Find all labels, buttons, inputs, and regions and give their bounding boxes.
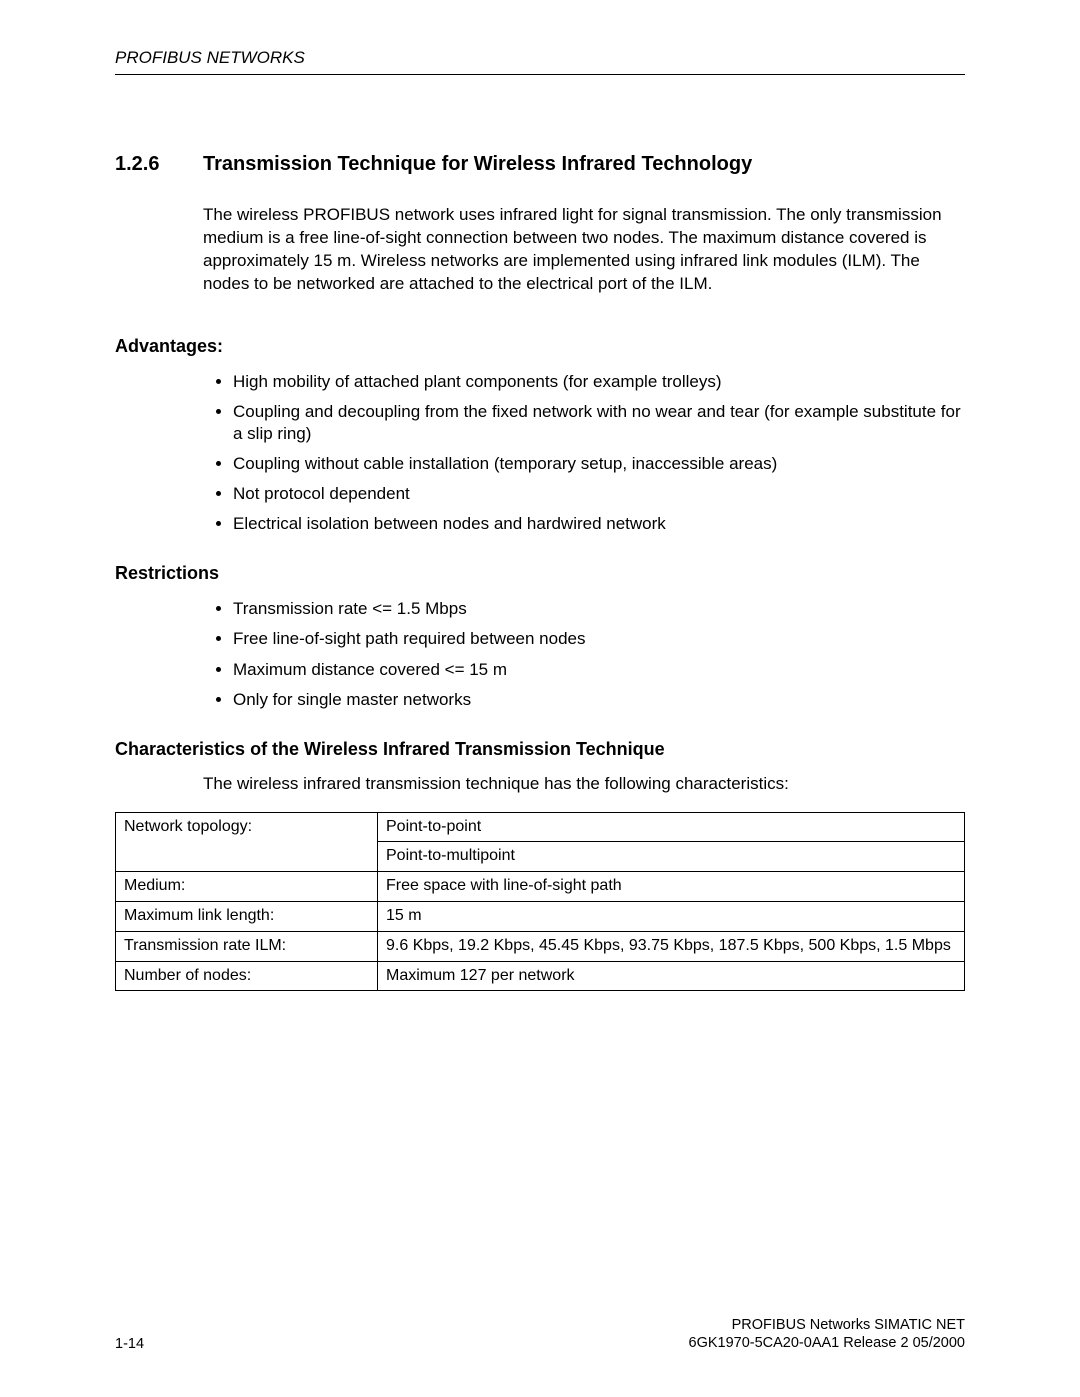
restrictions-list: Transmission rate <= 1.5 Mbps Free line-… — [203, 598, 965, 710]
table-cell-label: Medium: — [116, 872, 378, 902]
section-number: 1.2.6 — [115, 153, 203, 176]
table-cell-value: 9.6 Kbps, 19.2 Kbps, 45.45 Kbps, 93.75 K… — [378, 931, 965, 961]
table-cell-value: Free space with line-of-sight path — [378, 872, 965, 902]
table-cell-label: Maximum link length: — [116, 902, 378, 932]
table-row: Number of nodes: Maximum 127 per network — [116, 961, 965, 991]
section-title: Transmission Technique for Wireless Infr… — [203, 153, 752, 176]
table-cell-value: Maximum 127 per network — [378, 961, 965, 991]
table-cell-value: Point-to-multipoint — [378, 842, 965, 872]
table-cell-value: Point-to-point — [378, 812, 965, 842]
table-cell-value: 15 m — [378, 902, 965, 932]
list-item: Not protocol dependent — [233, 483, 965, 505]
table-row: Medium: Free space with line-of-sight pa… — [116, 872, 965, 902]
list-item: Electrical isolation between nodes and h… — [233, 513, 965, 535]
list-item: High mobility of attached plant componen… — [233, 371, 965, 393]
advantages-list: High mobility of attached plant componen… — [203, 371, 965, 536]
footer-right: PROFIBUS Networks SIMATIC NET 6GK1970-5C… — [689, 1316, 966, 1352]
list-item: Coupling and decoupling from the fixed n… — [233, 401, 965, 445]
characteristics-intro: The wireless infrared transmission techn… — [203, 774, 965, 794]
characteristics-table: Network topology: Point-to-point Point-t… — [115, 812, 965, 992]
characteristics-heading: Characteristics of the Wireless Infrared… — [115, 739, 965, 760]
table-row: Network topology: Point-to-point — [116, 812, 965, 842]
table-cell-label: Transmission rate ILM: — [116, 931, 378, 961]
page-footer: 1-14 PROFIBUS Networks SIMATIC NET 6GK19… — [115, 1316, 965, 1352]
intro-paragraph: The wireless PROFIBUS network uses infra… — [203, 204, 965, 296]
page-number: 1-14 — [115, 1336, 144, 1352]
footer-line1: PROFIBUS Networks SIMATIC NET — [689, 1316, 966, 1334]
list-item: Transmission rate <= 1.5 Mbps — [233, 598, 965, 620]
advantages-heading: Advantages: — [115, 336, 965, 357]
running-header: PROFIBUS NETWORKS — [115, 48, 965, 75]
section-heading-row: 1.2.6 Transmission Technique for Wireles… — [115, 153, 965, 176]
table-cell-label: Number of nodes: — [116, 961, 378, 991]
table-row: Maximum link length: 15 m — [116, 902, 965, 932]
list-item: Coupling without cable installation (tem… — [233, 453, 965, 475]
restrictions-heading: Restrictions — [115, 563, 965, 584]
table-cell-label: Network topology: — [116, 812, 378, 872]
footer-line2: 6GK1970-5CA20-0AA1 Release 2 05/2000 — [689, 1334, 966, 1352]
list-item: Free line-of-sight path required between… — [233, 628, 965, 650]
list-item: Maximum distance covered <= 15 m — [233, 659, 965, 681]
page: PROFIBUS NETWORKS 1.2.6 Transmission Tec… — [0, 0, 1080, 1397]
list-item: Only for single master networks — [233, 689, 965, 711]
table-row: Transmission rate ILM: 9.6 Kbps, 19.2 Kb… — [116, 931, 965, 961]
